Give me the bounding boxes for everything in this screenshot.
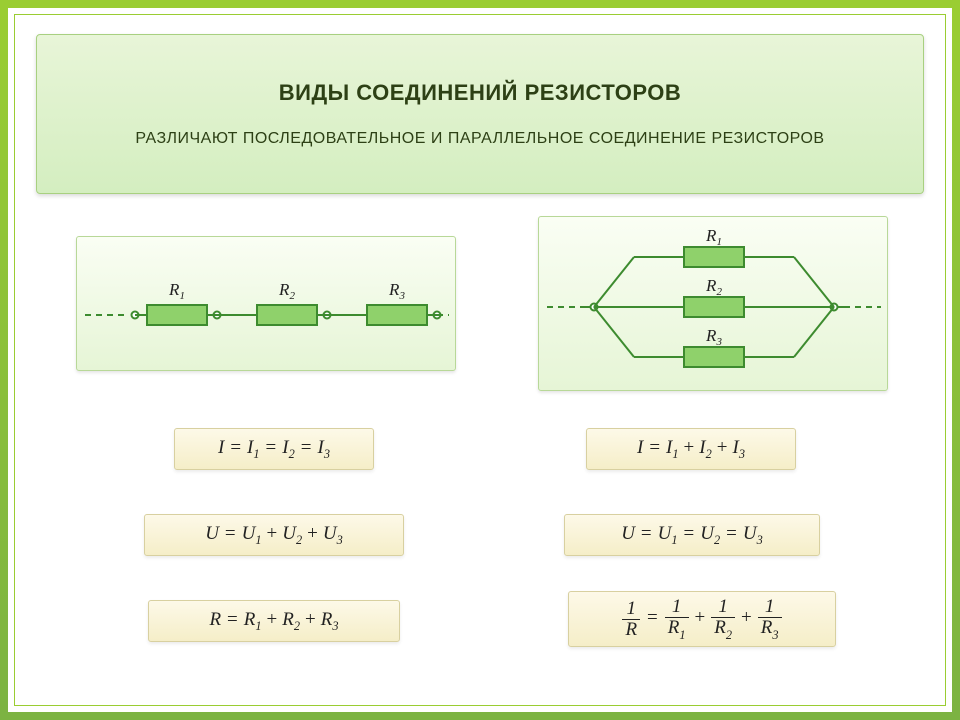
svg-text:R2: R2 bbox=[278, 280, 295, 302]
series-circuit: R1 R2 R3 bbox=[77, 237, 457, 372]
parallel-voltage-formula: U=U1=U2=U3 bbox=[564, 514, 820, 556]
series-current-formula-text: I=I1=I2=I3 bbox=[218, 437, 330, 462]
svg-text:R1: R1 bbox=[705, 226, 722, 248]
parallel-current-formula-text: I=I1+I2+I3 bbox=[637, 437, 745, 462]
series-diagram-card: R1 R2 R3 bbox=[76, 236, 456, 371]
page-subtitle: Различают последовательное и параллельно… bbox=[135, 130, 824, 148]
svg-text:R3: R3 bbox=[705, 326, 722, 348]
svg-text:R3: R3 bbox=[388, 280, 405, 302]
series-resistance-formula: R=R1+R2+R3 bbox=[148, 600, 400, 642]
series-voltage-formula: U=U1+U2+U3 bbox=[144, 514, 404, 556]
series-voltage-formula-text: U=U1+U2+U3 bbox=[205, 523, 343, 548]
parallel-current-formula: I=I1+I2+I3 bbox=[586, 428, 796, 470]
header-panel: Виды соединений резисторов Различают пос… bbox=[36, 34, 924, 194]
page-title: Виды соединений резисторов bbox=[279, 80, 682, 106]
parallel-diagram-card: R1 R2 R3 bbox=[538, 216, 888, 391]
series-resistance-formula-text: R=R1+R2+R3 bbox=[209, 609, 338, 634]
series-current-formula: I=I1=I2=I3 bbox=[174, 428, 374, 470]
parallel-circuit: R1 R2 R3 bbox=[539, 217, 889, 392]
parallel-resistance-formula-text: 1R=1R1+1R2+1R3 bbox=[621, 597, 782, 641]
svg-text:R1: R1 bbox=[168, 280, 185, 302]
parallel-voltage-formula-text: U=U1=U2=U3 bbox=[621, 523, 763, 548]
svg-text:R2: R2 bbox=[705, 276, 722, 298]
parallel-resistance-formula: 1R=1R1+1R2+1R3 bbox=[568, 591, 836, 647]
